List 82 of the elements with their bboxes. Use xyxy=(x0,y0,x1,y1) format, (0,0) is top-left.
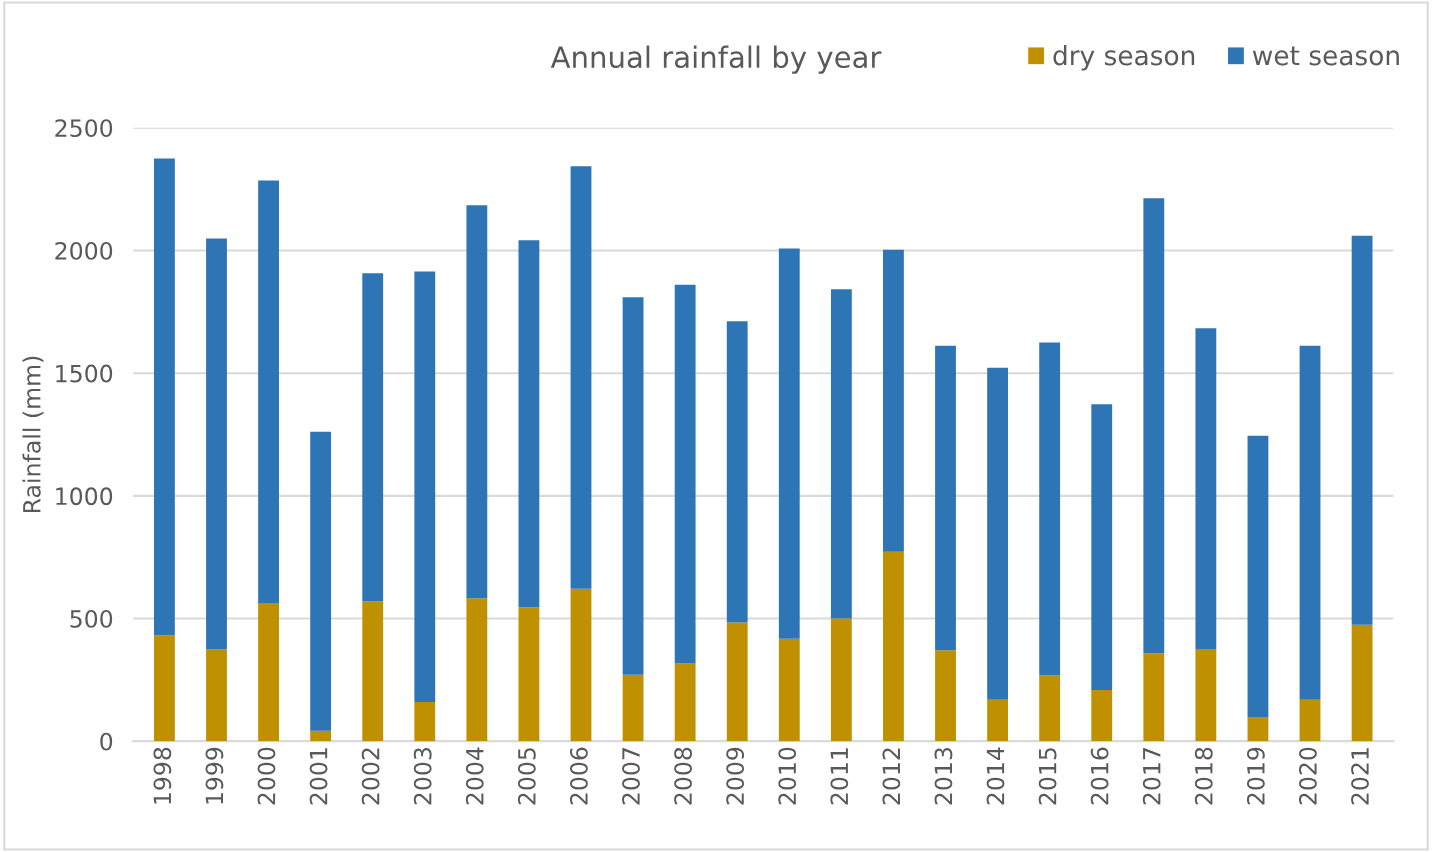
x-tick-label: 2017 xyxy=(1142,748,1161,805)
bar xyxy=(883,249,904,552)
bar xyxy=(1299,699,1321,742)
bar xyxy=(622,674,644,742)
bar xyxy=(987,699,1008,742)
x-tick-label: 1999 xyxy=(205,747,224,804)
x-tick-label: 2012 xyxy=(882,748,901,805)
y-tick-label: 2500 xyxy=(55,119,113,138)
bar xyxy=(1351,235,1373,625)
y-tick-label: 1000 xyxy=(56,487,113,506)
bar xyxy=(570,588,592,742)
x-tick-label: 2015 xyxy=(1038,748,1057,805)
x-tick-label: 2005 xyxy=(517,748,536,805)
y-tick-label: 0 xyxy=(100,732,113,751)
bar xyxy=(1091,689,1113,742)
x-tick-label: 2011 xyxy=(830,748,849,805)
x-tick-label: 2018 xyxy=(1194,747,1213,805)
x-tick-label: 2014 xyxy=(986,747,1005,805)
bar xyxy=(1039,675,1061,742)
bar xyxy=(414,701,436,742)
x-tick-label: 2008 xyxy=(674,747,692,805)
bar xyxy=(206,238,227,650)
bar xyxy=(362,273,384,602)
bar xyxy=(154,158,175,636)
bar xyxy=(466,598,488,742)
bar xyxy=(310,730,332,742)
bar xyxy=(674,284,696,664)
x-tick-label: 2000 xyxy=(257,747,276,805)
bar xyxy=(1039,342,1061,676)
bar xyxy=(570,166,592,589)
x-tick-label: 2010 xyxy=(778,747,797,805)
y-axis-title: Rainfall (mm) xyxy=(22,356,44,513)
x-tick-label: 2020 xyxy=(1299,747,1317,805)
x-tick-label: 2001 xyxy=(309,748,328,805)
x-tick-label: 2016 xyxy=(1090,747,1109,805)
x-tick-label: 2019 xyxy=(1246,747,1265,805)
bar xyxy=(1091,404,1113,690)
bar xyxy=(1299,345,1321,700)
bar xyxy=(830,289,852,619)
bar xyxy=(726,321,748,623)
x-tick-label: 1998 xyxy=(153,747,172,804)
bar xyxy=(830,618,852,742)
bar xyxy=(154,635,175,742)
bar xyxy=(518,607,540,742)
x-tick-label: 2009 xyxy=(726,747,745,805)
x-tick-label: 2006 xyxy=(569,747,588,805)
bar xyxy=(414,271,436,702)
bar xyxy=(987,367,1008,700)
bar xyxy=(935,650,956,742)
chart-title: Annual rainfall by year xyxy=(550,45,882,74)
bar xyxy=(883,551,904,742)
bar xyxy=(466,205,488,599)
bar xyxy=(726,622,748,742)
x-tick-label: 2007 xyxy=(622,748,640,805)
bar xyxy=(1195,648,1217,742)
bar xyxy=(1143,653,1165,742)
bar xyxy=(935,345,956,651)
bar xyxy=(1351,624,1373,742)
legend-label: wet season xyxy=(1252,46,1399,66)
y-tick-label: 1500 xyxy=(56,364,113,383)
bar xyxy=(1247,435,1269,717)
bar xyxy=(518,240,540,608)
bar xyxy=(1247,716,1269,742)
bar xyxy=(622,297,644,675)
bar xyxy=(310,431,332,731)
bar xyxy=(778,638,800,742)
bar xyxy=(1143,198,1165,654)
bar xyxy=(362,601,384,742)
bar xyxy=(206,649,227,742)
bar xyxy=(674,663,696,742)
bar xyxy=(258,180,279,604)
x-tick-label: 2021 xyxy=(1351,748,1369,805)
x-tick-label: 2013 xyxy=(934,748,953,805)
bar xyxy=(1195,328,1217,649)
x-tick-label: 2004 xyxy=(465,747,484,805)
y-tick-label: 500 xyxy=(70,610,113,628)
legend-label: dry season xyxy=(1053,45,1195,71)
y-tick-label: 2000 xyxy=(55,241,113,260)
x-tick-label: 2002 xyxy=(361,748,380,805)
bar xyxy=(778,248,800,639)
bar xyxy=(258,603,279,742)
x-tick-label: 2003 xyxy=(413,748,432,805)
